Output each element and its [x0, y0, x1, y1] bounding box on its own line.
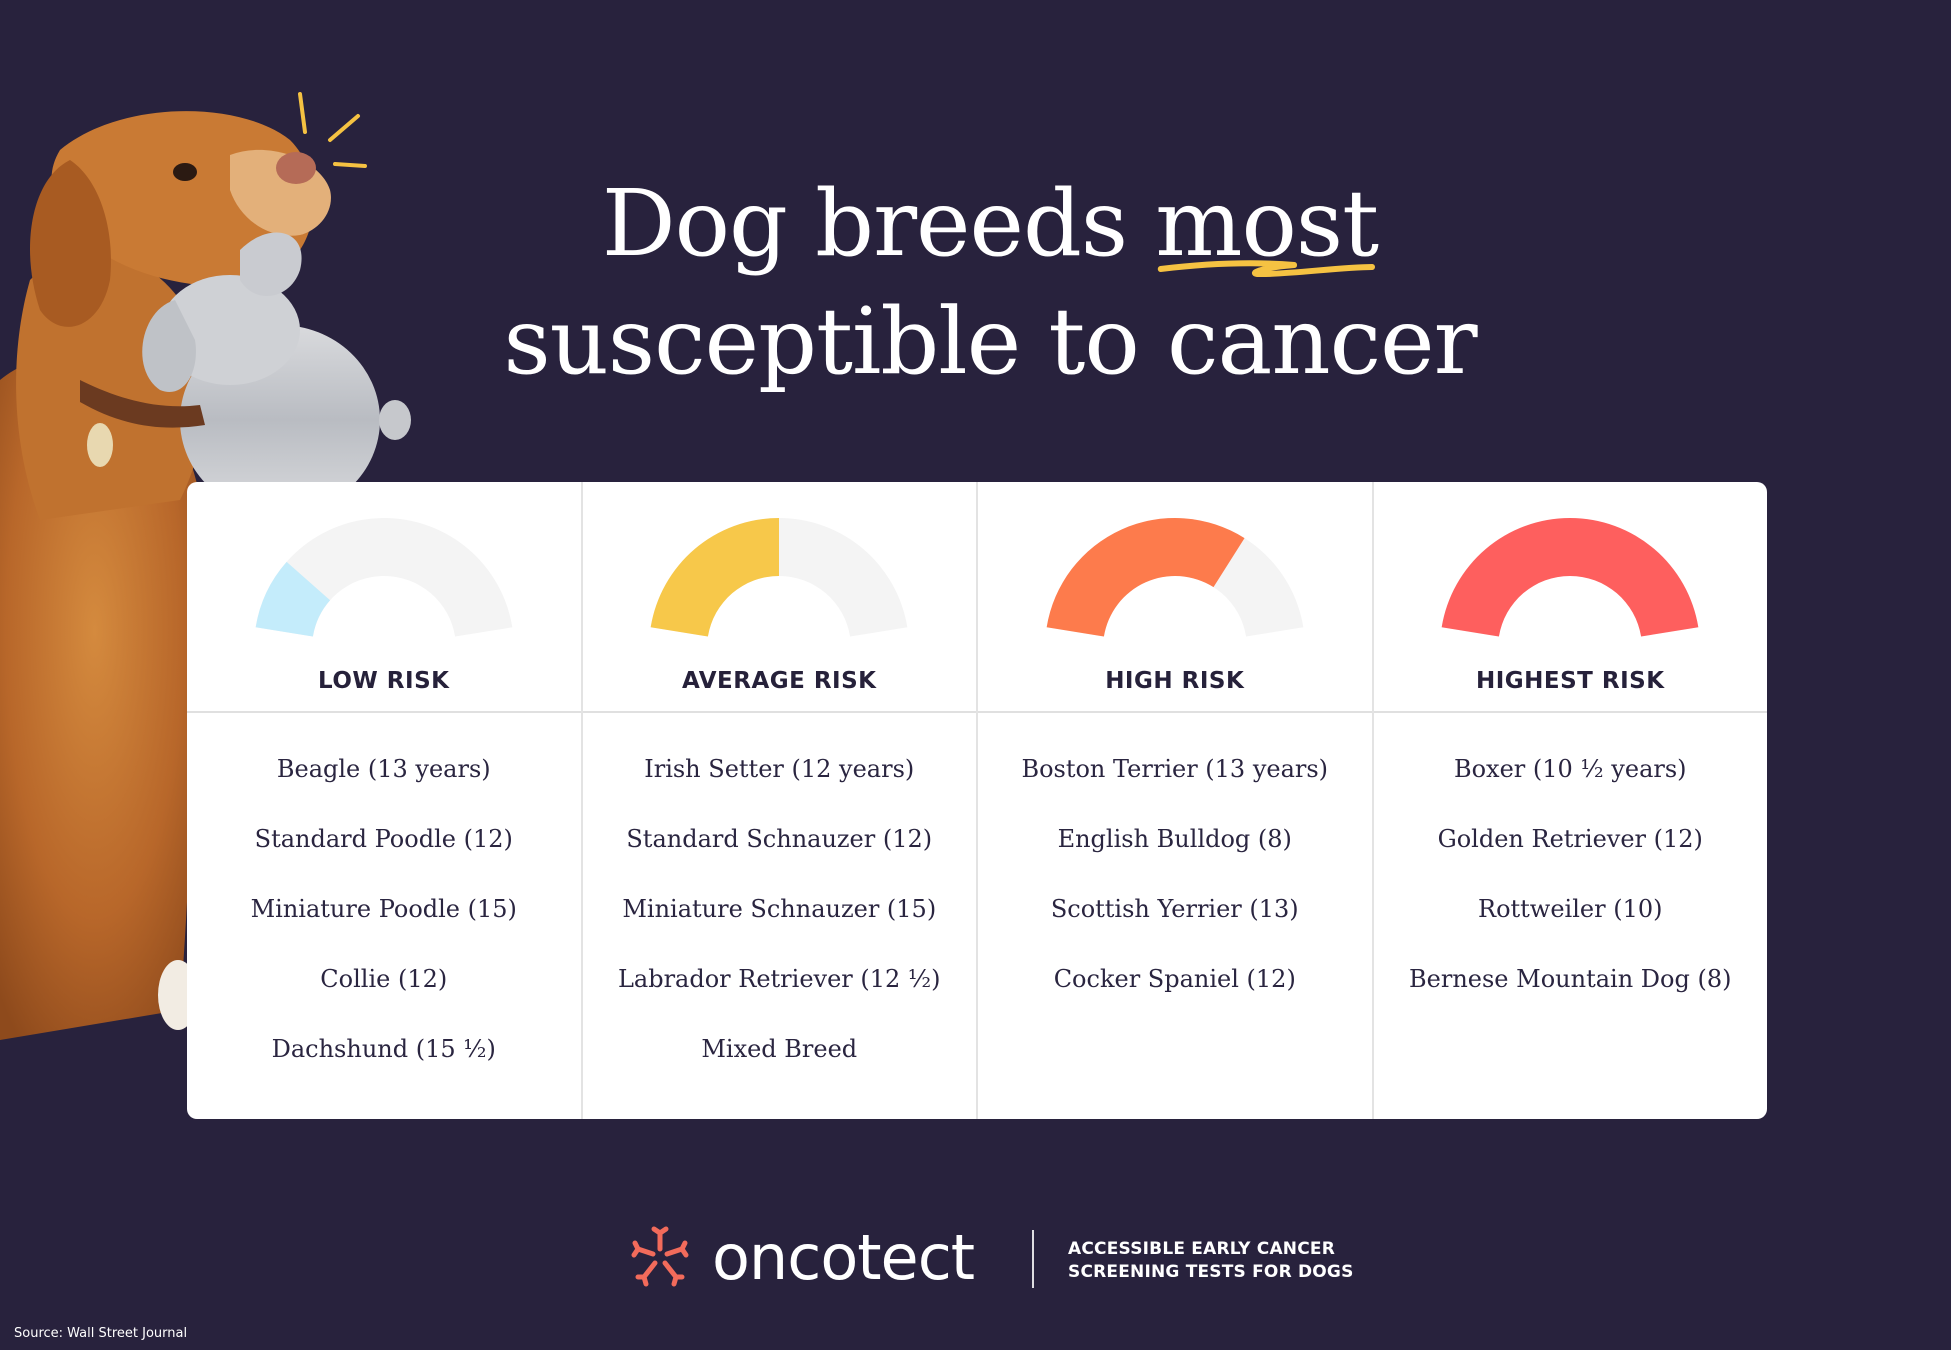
- breed-item: Standard Schnauzer (12): [626, 825, 933, 853]
- risk-label: HIGHEST RISK: [1475, 668, 1665, 694]
- gauge-fill: [1441, 518, 1699, 637]
- risk-gauge: [1046, 518, 1304, 637]
- risk-gauge: [255, 518, 513, 637]
- breed-item: English Bulldog (8): [1057, 825, 1292, 853]
- breed-item: Golden Retriever (12): [1437, 825, 1703, 853]
- breed-item: Boston Terrier (13 years): [1021, 755, 1329, 783]
- page-title: Dog breeds most susceptible to cancer: [440, 165, 1540, 401]
- breed-item: Standard Poodle (12): [254, 825, 513, 853]
- brand-name: oncotect: [712, 1220, 975, 1294]
- title-text: Dog breeds: [601, 170, 1156, 277]
- footer-divider: [1032, 1230, 1034, 1288]
- risk-column: HIGHEST RISK Boxer (10 ½ years) Golden R…: [1373, 482, 1768, 1119]
- breed-item: Bernese Mountain Dog (8): [1409, 965, 1732, 993]
- breed-item: Cocker Spaniel (12): [1053, 965, 1296, 993]
- risk-label: HIGH RISK: [1105, 668, 1245, 694]
- breed-item: Labrador Retriever (12 ½): [617, 965, 941, 993]
- risk-column-header: HIGH RISK: [978, 482, 1372, 713]
- breed-item: Beagle (13 years): [276, 755, 491, 783]
- source-note: Source: Wall Street Journal: [14, 1326, 188, 1341]
- breed-item: Miniature Poodle (15): [250, 895, 517, 923]
- breed-item: Rottweiler (10): [1478, 895, 1663, 923]
- risk-column-header: HIGHEST RISK: [1373, 482, 1767, 713]
- breed-list: Beagle (13 years) Standard Poodle (12) M…: [187, 713, 581, 1101]
- title-highlight: most: [1155, 165, 1379, 283]
- squiggle-underline-icon: [1158, 260, 1376, 278]
- risk-column: AVERAGE RISK Irish Setter (12 years) Sta…: [582, 482, 978, 1119]
- title-highlight-word: most: [1155, 170, 1379, 277]
- risk-column: HIGH RISK Boston Terrier (13 years) Engl…: [978, 482, 1374, 1119]
- risk-table: LOW RISK Beagle (13 years) Standard Pood…: [187, 482, 1767, 1119]
- breed-item: Collie (12): [320, 965, 448, 993]
- breed-item: Mixed Breed: [701, 1035, 858, 1063]
- oncotect-logo-icon: [631, 1226, 689, 1287]
- gauge-fill: [255, 561, 330, 637]
- breed-item: Dachshund (15 ½): [271, 1035, 496, 1063]
- breed-item: Boxer (10 ½ years): [1453, 755, 1687, 783]
- brand-logo: oncotect: [622, 1220, 975, 1294]
- risk-column: LOW RISK Beagle (13 years) Standard Pood…: [187, 482, 583, 1119]
- gauge-fill: [1046, 518, 1245, 637]
- gauge-fill: [650, 518, 780, 637]
- breed-list: Boxer (10 ½ years) Golden Retriever (12)…: [1374, 713, 1768, 1031]
- dog-photo: [0, 92, 411, 1040]
- tagline-line-2: SCREENING TESTS FOR DOGS: [1068, 1262, 1354, 1282]
- risk-column-header: AVERAGE RISK: [582, 482, 976, 713]
- breed-item: Miniature Schnauzer (15): [622, 895, 937, 923]
- risk-gauge: [650, 518, 908, 637]
- breed-list: Boston Terrier (13 years) English Bulldo…: [978, 713, 1372, 1031]
- risk-label: LOW RISK: [318, 668, 450, 694]
- risk-column-header: LOW RISK: [187, 482, 581, 713]
- brand-tagline: ACCESSIBLE EARLY CANCER SCREENING TESTS …: [1068, 1238, 1354, 1284]
- breed-item: Scottish Yerrier (13): [1050, 895, 1299, 923]
- breed-item: Irish Setter (12 years): [644, 755, 915, 783]
- title-line-1: Dog breeds most: [440, 165, 1540, 283]
- title-line-2: susceptible to cancer: [503, 288, 1477, 395]
- risk-label: AVERAGE RISK: [681, 668, 877, 694]
- breed-list: Irish Setter (12 years) Standard Schnauz…: [583, 713, 977, 1101]
- risk-gauge: [1441, 518, 1699, 637]
- tagline-line-1: ACCESSIBLE EARLY CANCER: [1068, 1239, 1336, 1259]
